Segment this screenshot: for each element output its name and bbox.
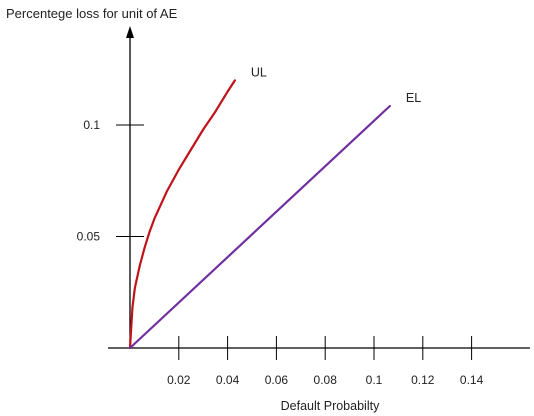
x-axis-label: Default Probabilty <box>281 399 380 413</box>
y-tick-label: 0.1 <box>83 118 100 132</box>
series-label-el: EL <box>406 91 421 105</box>
series-label-ul: UL <box>251 65 267 79</box>
y-axis-arrow <box>126 26 134 38</box>
x-tick-label: 0.1 <box>366 373 383 387</box>
x-tick-label: 0.06 <box>265 373 289 387</box>
y-ticks: 0.05 0.1 <box>77 118 144 244</box>
x-tick-label: 0.12 <box>411 373 435 387</box>
x-tick-label: 0.08 <box>314 373 338 387</box>
y-tick-label: 0.05 <box>77 230 101 244</box>
chart-title: Percentege loss for unit of AE <box>6 6 178 21</box>
series-line-ul <box>128 79 236 350</box>
series-group: UL EL <box>128 65 421 350</box>
x-ticks: 0.02 0.04 0.06 0.08 0.1 0.12 0.14 <box>167 336 484 387</box>
x-tick-label: 0.04 <box>216 373 240 387</box>
x-tick-label: 0.14 <box>460 373 484 387</box>
series-line-el <box>128 104 391 350</box>
x-tick-label: 0.02 <box>167 373 191 387</box>
